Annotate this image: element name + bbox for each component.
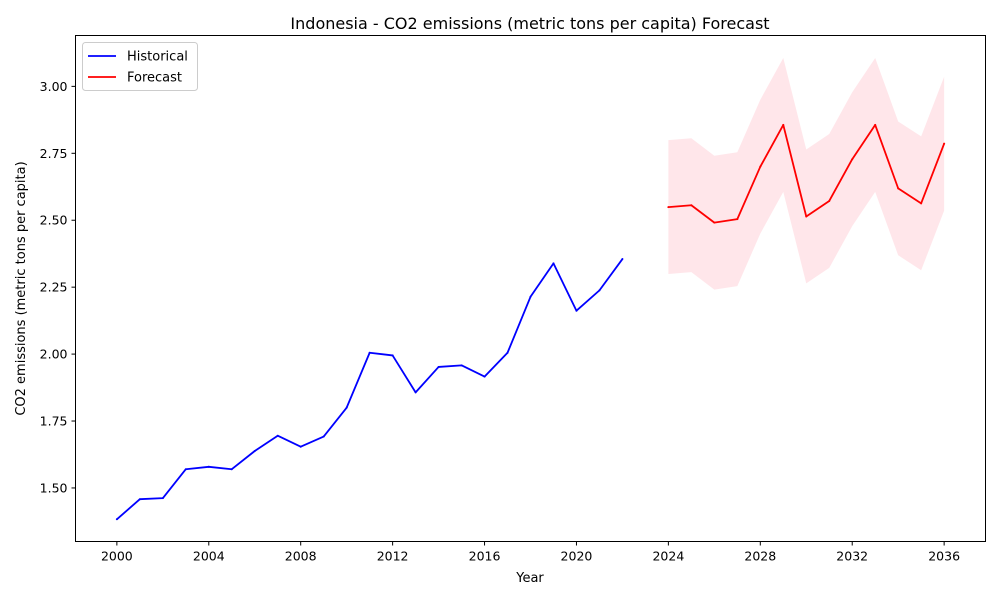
y-tick-label: 2.75 — [40, 146, 68, 161]
historical-data-point — [345, 406, 348, 409]
forecast-data-point — [920, 202, 923, 205]
x-tick-label: 2020 — [561, 549, 593, 564]
historical-data-point — [207, 465, 210, 468]
forecast-data-point — [828, 199, 831, 202]
historical-data-point — [299, 445, 302, 448]
chart-title: Indonesia - CO2 emissions (metric tons p… — [290, 14, 769, 33]
legend-forecast-label: Forecast — [127, 71, 182, 86]
historical-data-point — [230, 468, 233, 471]
historical-data-point — [437, 365, 440, 368]
x-axis-title: Year — [515, 571, 544, 586]
x-tick-label: 2012 — [377, 549, 409, 564]
x-tick-label: 2016 — [469, 549, 501, 564]
historical-data-point — [391, 354, 394, 357]
forecast-data-point — [690, 204, 693, 207]
y-tick-label: 2.00 — [40, 347, 68, 362]
x-tick-label: 2000 — [101, 549, 133, 564]
y-tick-label: 1.50 — [40, 480, 68, 495]
x-tick-label: 2032 — [836, 549, 868, 564]
forecast-data-point — [667, 206, 670, 209]
historical-data-point — [529, 295, 532, 298]
x-tick-label: 2008 — [285, 549, 317, 564]
historical-data-point — [276, 434, 279, 437]
historical-data-point — [184, 468, 187, 471]
forecast-data-point — [736, 218, 739, 221]
forecast-data-point — [805, 215, 808, 218]
forecast-data-point — [874, 123, 877, 126]
forecast-data-point — [897, 187, 900, 190]
historical-data-point — [598, 289, 601, 292]
plot-frame — [75, 35, 986, 542]
legend-box — [82, 42, 198, 91]
historical-data-point — [322, 435, 325, 438]
historical-data-point — [138, 498, 141, 501]
legend: Historical Forecast — [82, 42, 198, 91]
x-tick-label: 2036 — [928, 549, 960, 564]
historical-data-point — [575, 309, 578, 312]
historical-data-point — [414, 391, 417, 394]
historical-data-point — [115, 518, 118, 521]
historical-data-point — [368, 351, 371, 354]
forecast-data-point — [782, 123, 785, 126]
forecast-data-point — [713, 221, 716, 224]
forecast-data-point — [851, 158, 854, 161]
x-tick-label: 2024 — [652, 549, 684, 564]
y-tick-label: 2.25 — [40, 280, 68, 295]
y-axis-title: CO2 emissions (metric tons per capita) — [14, 161, 29, 415]
confidence-band-layer — [668, 57, 945, 290]
forecast-data-point — [943, 142, 946, 145]
historical-data-point — [483, 375, 486, 378]
y-tick-label: 2.50 — [40, 213, 68, 228]
historical-data-point — [552, 262, 555, 265]
forecast-data-point — [759, 165, 762, 168]
x-axis: 2000 2004 2008 2012 2016 2020 2024 2028 2032 2036 — [101, 541, 960, 564]
x-tick-label: 2004 — [193, 549, 225, 564]
historical-data-point — [460, 364, 463, 367]
series-layer — [115, 123, 946, 521]
forecast-confidence-band — [668, 57, 945, 290]
historical-data-point — [161, 497, 164, 500]
historical-series-line — [116, 258, 624, 520]
y-tick-label: 3.00 — [40, 79, 68, 94]
legend-historical-label: Historical — [127, 50, 188, 65]
x-tick-label: 2028 — [744, 549, 776, 564]
y-axis: 1.50 1.75 2.00 2.25 2.50 2.75 3.00 — [40, 79, 76, 495]
historical-data-point — [621, 258, 624, 261]
historical-data-point — [506, 351, 509, 354]
y-tick-label: 1.75 — [40, 414, 68, 429]
historical-data-point — [253, 450, 256, 453]
